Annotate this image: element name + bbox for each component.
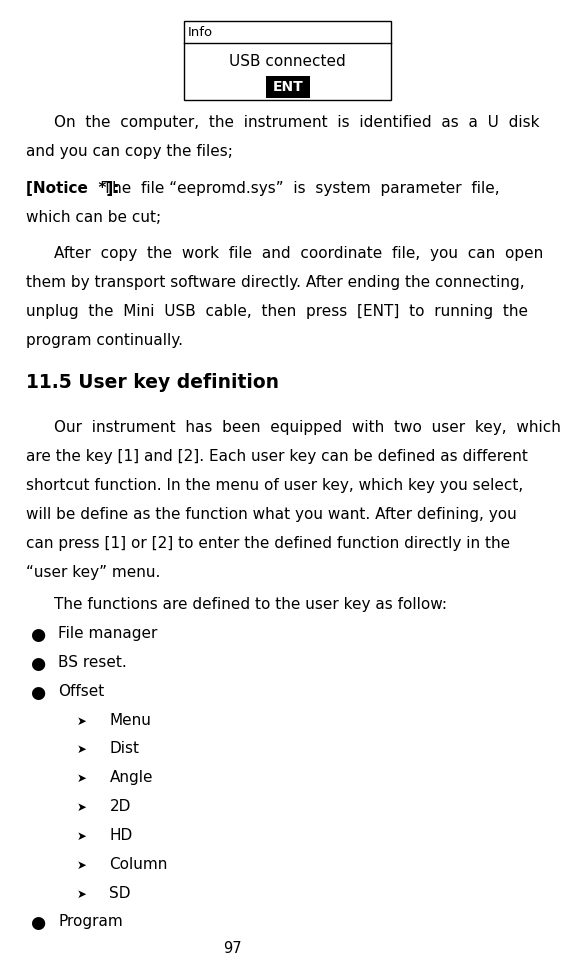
Text: Info: Info [188, 25, 213, 39]
Text: can press [1] or [2] to enter the defined function directly in the: can press [1] or [2] to enter the define… [25, 535, 509, 551]
Text: ●: ● [30, 655, 46, 673]
Text: 97: 97 [224, 941, 242, 956]
Text: “user key” menu.: “user key” menu. [25, 565, 160, 579]
Text: HD: HD [110, 828, 133, 843]
Text: [Notice  *]:: [Notice *]: [25, 181, 119, 195]
Text: will be define as the function what you want. After defining, you: will be define as the function what you … [25, 507, 516, 522]
Text: ●: ● [30, 626, 46, 644]
Text: The  file “eepromd.sys”  is  system  parameter  file,: The file “eepromd.sys” is system paramet… [93, 181, 500, 195]
Text: ENT: ENT [272, 80, 303, 94]
Text: Angle: Angle [110, 770, 153, 786]
Text: USB connected: USB connected [229, 54, 346, 68]
Text: ➤: ➤ [77, 859, 87, 871]
Text: 2D: 2D [110, 799, 131, 814]
Text: Offset: Offset [58, 684, 104, 699]
Text: Our  instrument  has  been  equipped  with  two  user  key,  which: Our instrument has been equipped with tw… [54, 420, 560, 436]
Text: ➤: ➤ [77, 743, 87, 756]
Text: After  copy  the  work  file  and  coordinate  file,  you  can  open: After copy the work file and coordinate … [54, 246, 543, 261]
Text: Program: Program [58, 914, 123, 929]
Text: and you can copy the files;: and you can copy the files; [25, 144, 233, 159]
Text: ➤: ➤ [77, 772, 87, 786]
FancyBboxPatch shape [184, 21, 391, 100]
Text: ➤: ➤ [77, 714, 87, 728]
Text: ➤: ➤ [77, 887, 87, 901]
Text: File manager: File manager [58, 626, 158, 641]
Text: Dist: Dist [110, 742, 140, 756]
Text: The functions are defined to the user key as follow:: The functions are defined to the user ke… [54, 597, 447, 613]
Text: are the key [1] and [2]. Each user key can be defined as different: are the key [1] and [2]. Each user key c… [25, 449, 527, 464]
Text: SD: SD [110, 885, 131, 901]
Text: BS reset.: BS reset. [58, 655, 127, 670]
Text: shortcut function. In the menu of user key, which key you select,: shortcut function. In the menu of user k… [25, 478, 523, 493]
Text: ●: ● [30, 914, 46, 932]
Text: ●: ● [30, 684, 46, 701]
Text: ➤: ➤ [77, 801, 87, 814]
FancyBboxPatch shape [265, 76, 310, 98]
Text: them by transport software directly. After ending the connecting,: them by transport software directly. Aft… [25, 275, 524, 290]
Text: Menu: Menu [110, 712, 151, 728]
Text: ➤: ➤ [77, 829, 87, 843]
Text: unplug  the  Mini  USB  cable,  then  press  [ENT]  to  running  the: unplug the Mini USB cable, then press [E… [25, 304, 527, 319]
Text: which can be cut;: which can be cut; [25, 209, 161, 225]
Text: Column: Column [110, 857, 168, 871]
Text: program continually.: program continually. [25, 332, 183, 348]
Text: 11.5 User key definition: 11.5 User key definition [25, 373, 279, 392]
Text: On  the  computer,  the  instrument  is  identified  as  a  U  disk: On the computer, the instrument is ident… [54, 115, 539, 130]
